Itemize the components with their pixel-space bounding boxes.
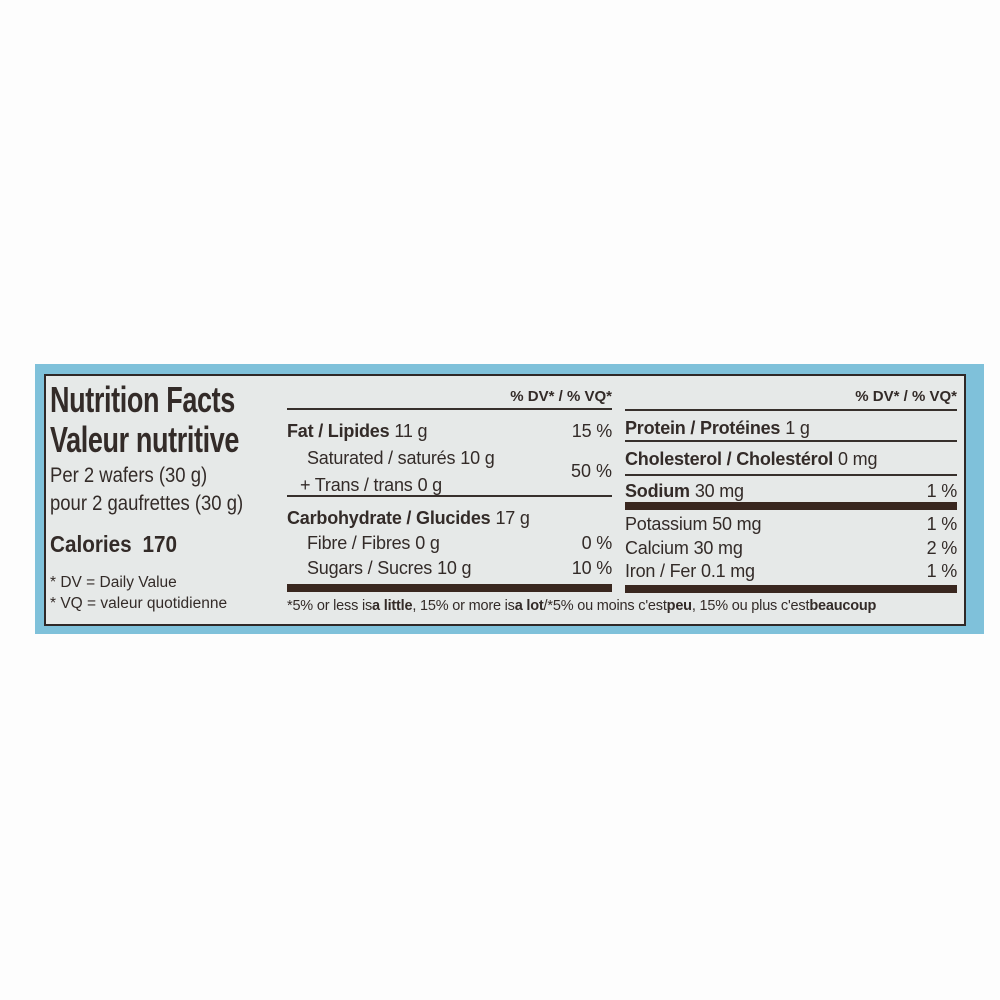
- sugars-label: Sugars / Sucres: [307, 557, 433, 578]
- protein-row: Protein / Protéines 1 g: [625, 417, 957, 439]
- sugars-percent: 10 %: [571, 557, 612, 578]
- footnote-a-little: a little: [372, 598, 413, 614]
- calcium-percent: 2 %: [926, 537, 958, 558]
- fibre-row: Fibre / Fibres 0 g 0 %: [287, 532, 612, 554]
- footnote-a-lot: a lot: [514, 598, 544, 614]
- protein-value: 1 g: [785, 417, 810, 438]
- cholesterol-row: Cholesterol / Cholestérol 0 mg: [625, 448, 957, 470]
- dv-definitions: * DV = Daily Value * VQ = valeur quotidi…: [50, 572, 227, 614]
- sodium-value: 30 mg: [694, 480, 744, 501]
- fibre-value: 0 g: [415, 532, 440, 553]
- panel-title: Nutrition Facts Valeur nutritive: [50, 380, 239, 460]
- footnote-fr-pre: *5% ou moins c'est: [547, 598, 667, 614]
- potassium-row: Potassium 50 mg 1 %: [625, 513, 957, 535]
- left-column: Nutrition Facts Valeur nutritive Per 2 w…: [50, 376, 286, 624]
- package-background: Nutrition Facts Valeur nutritive Per 2 w…: [35, 364, 984, 634]
- sodium-percent: 1 %: [926, 480, 958, 501]
- iron-label: Iron / Fer: [625, 560, 697, 581]
- thick-separator-bar: [287, 584, 612, 592]
- divider-rule: [287, 408, 612, 410]
- title-french: Valeur nutritive: [50, 419, 240, 460]
- saturated-label: Saturated / saturés: [307, 447, 456, 468]
- footnote-beaucoup: beaucoup: [809, 598, 877, 614]
- saturated-trans-percent: 50 %: [570, 460, 612, 481]
- sugars-value: 10 g: [437, 557, 472, 578]
- thick-separator-bar: [625, 585, 957, 593]
- calories-label: Calories: [50, 531, 132, 557]
- thick-separator-bar: [625, 502, 957, 510]
- right-column: % DV* / % VQ* Protein / Protéines 1 g Ch…: [625, 376, 957, 624]
- calcium-row: Calcium 30 mg 2 %: [625, 537, 957, 559]
- divider-rule: [625, 440, 957, 442]
- fat-percent: 15 %: [571, 420, 612, 441]
- calories-row: Calories 170: [50, 531, 177, 558]
- sodium-label: Sodium: [625, 480, 690, 501]
- divider-rule: [287, 495, 612, 497]
- divider-rule: [625, 409, 957, 411]
- saturated-fat-row: Saturated / saturés 10 g: [287, 447, 612, 469]
- trans-fat-row: + Trans / trans 0 g: [287, 474, 612, 496]
- carbohydrate-row: Carbohydrate / Glucides 17 g: [287, 507, 612, 529]
- cholesterol-label: Cholesterol / Cholestérol: [625, 448, 834, 469]
- carbohydrate-value: 17 g: [495, 507, 530, 528]
- potassium-label: Potassium: [625, 513, 708, 534]
- carbohydrate-label: Carbohydrate / Glucides: [287, 507, 491, 528]
- calcium-label: Calcium: [625, 537, 689, 558]
- iron-row: Iron / Fer 0.1 mg 1 %: [625, 560, 957, 582]
- percent-dv-footnote: *5% or less is a little, 15% or more is …: [287, 597, 959, 615]
- daily-value-header-middle: % DV* / % VQ*: [510, 388, 612, 405]
- serving-size-english: Per 2 wafers (30 g): [50, 464, 208, 487]
- fat-value: 11 g: [394, 420, 428, 441]
- potassium-percent: 1 %: [926, 513, 958, 534]
- serving-size: Per 2 wafers (30 g) pour 2 gaufrettes (3…: [50, 462, 243, 518]
- potassium-value: 50 mg: [712, 513, 762, 534]
- fat-row: Fat / Lipides 11 g 15 %: [287, 420, 612, 442]
- fibre-label: Fibre / Fibres: [307, 532, 411, 553]
- footnote-separator: /: [543, 598, 548, 614]
- cholesterol-value: 0 mg: [838, 448, 878, 469]
- sugars-row: Sugars / Sucres 10 g 10 %: [287, 557, 612, 579]
- trans-label: + Trans / trans: [300, 474, 413, 495]
- trans-value: 0 g: [417, 474, 443, 495]
- middle-column: % DV* / % VQ* Fat / Lipides 11 g 15 % Sa…: [287, 376, 612, 624]
- fibre-percent: 0 %: [581, 532, 613, 553]
- calcium-value: 30 mg: [693, 537, 743, 558]
- saturated-value: 10 g: [460, 447, 495, 468]
- sodium-row: Sodium 30 mg 1 %: [625, 480, 957, 502]
- calories-value: 170: [142, 531, 178, 557]
- vq-definition-french: * VQ = valeur quotidienne: [50, 595, 228, 612]
- dv-definition-english: * DV = Daily Value: [50, 574, 177, 591]
- iron-value: 0.1 mg: [701, 560, 755, 581]
- fat-label: Fat / Lipides: [287, 420, 390, 441]
- serving-size-french: pour 2 gaufrettes (30 g): [50, 492, 244, 515]
- iron-percent: 1 %: [926, 560, 958, 581]
- footnote-fr-mid: , 15% ou plus c'est: [691, 598, 810, 614]
- protein-label: Protein / Protéines: [625, 417, 781, 438]
- nutrition-facts-panel: Nutrition Facts Valeur nutritive Per 2 w…: [44, 374, 966, 626]
- footnote-en-pre: *5% or less is: [287, 598, 373, 614]
- footnote-en-mid: , 15% or more is: [412, 598, 515, 614]
- title-english: Nutrition Facts: [50, 379, 235, 420]
- divider-rule: [625, 474, 957, 476]
- daily-value-header-right: % DV* / % VQ*: [855, 388, 957, 405]
- footnote-peu: peu: [666, 598, 692, 614]
